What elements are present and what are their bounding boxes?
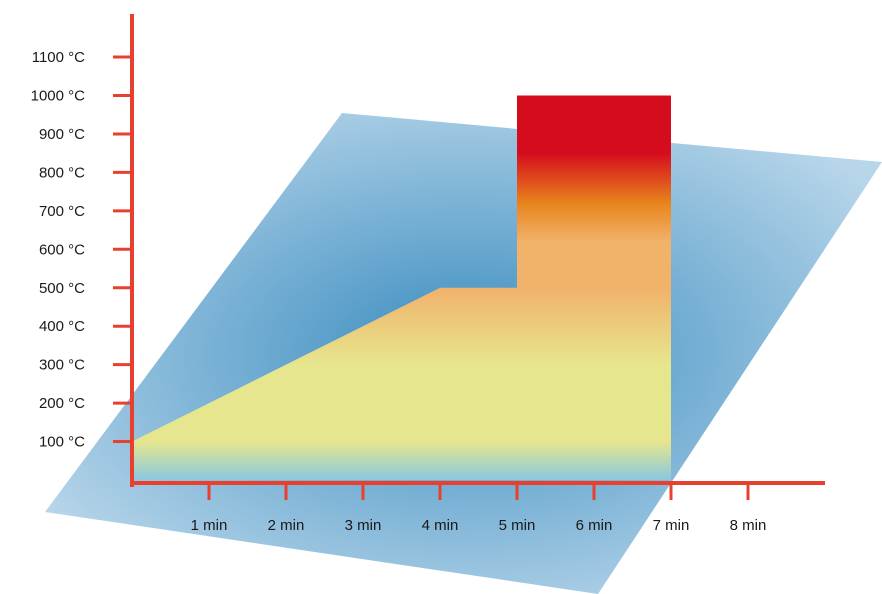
- x-tick-label: 3 min: [345, 517, 382, 534]
- y-tick-label: 100 °C: [39, 434, 85, 451]
- y-tick-label: 900 °C: [39, 126, 85, 143]
- x-tick-label: 7 min: [653, 517, 690, 534]
- y-tick-label: 800 °C: [39, 164, 85, 181]
- x-tick-label: 1 min: [191, 517, 228, 534]
- y-tick-label: 200 °C: [39, 395, 85, 412]
- y-tick-label: 400 °C: [39, 318, 85, 335]
- y-tick-label: 700 °C: [39, 203, 85, 220]
- x-tick-label: 4 min: [422, 517, 459, 534]
- x-tick-label: 8 min: [730, 517, 767, 534]
- y-tick-label: 300 °C: [39, 357, 85, 374]
- x-tick-label: 5 min: [499, 517, 536, 534]
- y-tick-label: 600 °C: [39, 241, 85, 258]
- x-tick-label: 2 min: [268, 517, 305, 534]
- y-tick-label: 1100 °C: [32, 49, 85, 66]
- y-tick-label: 500 °C: [39, 280, 85, 297]
- y-tick-label: 1000 °C: [31, 88, 86, 105]
- temperature-area-series-0: [132, 95, 671, 480]
- x-tick-label: 6 min: [576, 517, 613, 534]
